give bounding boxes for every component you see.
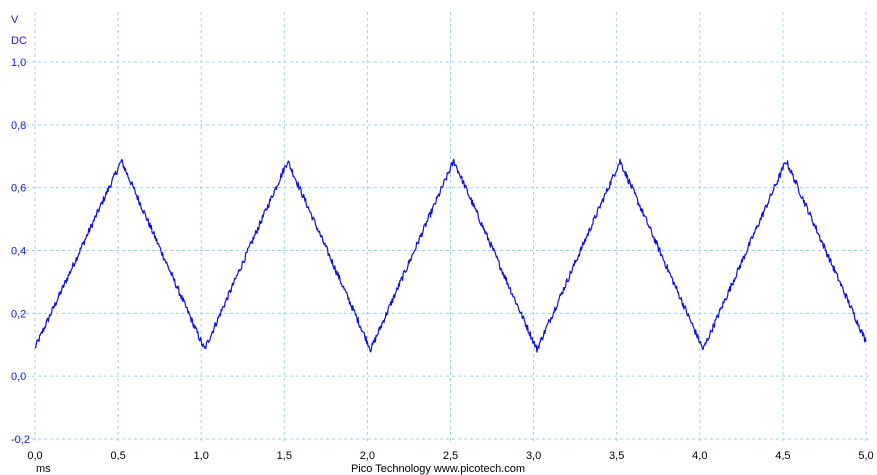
x-tick-label: 4,0	[692, 450, 707, 462]
x-tick-label: 5,0	[858, 450, 873, 462]
signal-trace-line	[34, 158, 867, 353]
grid	[14, 12, 872, 443]
x-tick-label: 1,5	[277, 450, 292, 462]
x-tick-label: 1,0	[194, 450, 209, 462]
y-tick-label: -0,2	[11, 434, 30, 446]
y-tick-label: 0,2	[11, 308, 26, 320]
y-tick-label: 0,4	[11, 246, 26, 258]
x-tick-label: 2,5	[443, 450, 458, 462]
y-tick-label: 0,8	[11, 120, 26, 132]
y-tick-label: 0,6	[11, 183, 26, 195]
x-tick-label: 0,5	[110, 450, 125, 462]
x-tick-label: 4,5	[775, 450, 790, 462]
x-tick-label: 3,0	[526, 450, 541, 462]
x-axis-ticks: 0,0 0,5 1,0 1,5 2,0 2,5 3,0 3,5 4,0 4,5 5,0	[27, 450, 873, 462]
trace-area	[34, 158, 867, 353]
x-unit-label: ms	[36, 463, 51, 475]
y-axis-ticks: 1,0 0,8 0,6 0,4 0,2 0,0 -0,2	[11, 57, 30, 446]
y-coupling-label: DC	[11, 35, 27, 47]
x-tick-label: 2,0	[360, 450, 375, 462]
x-tick-label: 0,0	[27, 450, 42, 462]
y-tick-label: 1,0	[11, 57, 26, 69]
x-tick-label: 3,5	[609, 450, 624, 462]
footer-credit: Pico Technology www.picotech.com	[351, 463, 525, 475]
y-unit-label: V	[11, 14, 19, 26]
y-tick-label: 0,0	[11, 371, 26, 383]
